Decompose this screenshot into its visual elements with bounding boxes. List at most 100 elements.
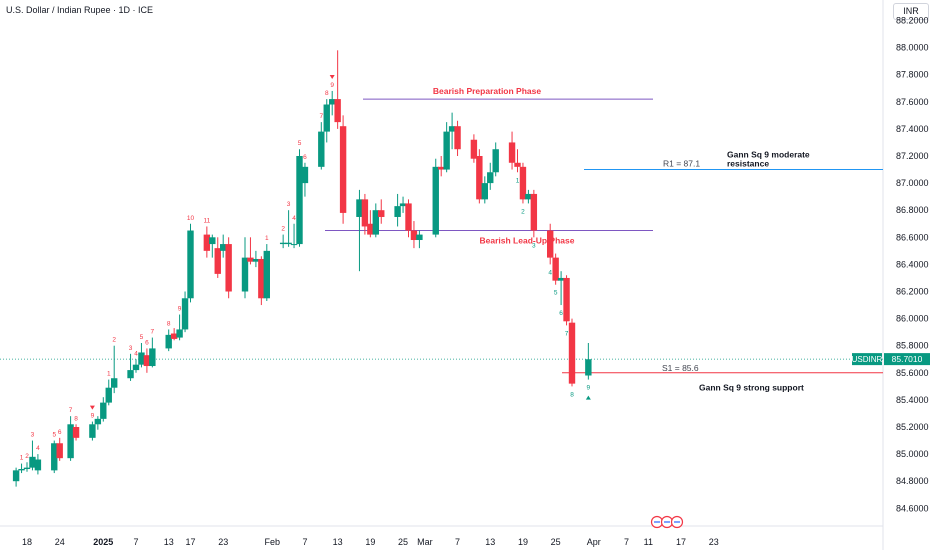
candle-body [165,334,172,349]
candle-body [334,99,341,123]
currency-button[interactable]: INR [893,3,929,20]
candle-body [176,329,183,338]
x-tick-label: 25 [551,537,561,547]
y-tick-label: 88.0000 [896,43,929,53]
candle-body [252,258,260,262]
x-tick-label: 7 [133,537,138,547]
candle-body [356,199,363,217]
candle-body [143,355,151,367]
candle-body [94,418,102,425]
candle-body [448,126,456,132]
candle-body [23,467,31,470]
candle-body [367,223,374,235]
candle-body [285,242,292,245]
y-tick-label: 86.6000 [896,232,929,242]
td-count-marker: 3 [129,345,133,352]
symbol-label: USDINR [852,355,883,364]
td-count-marker: 9 [587,385,591,392]
td-count-marker: 7 [319,113,323,120]
candle-body [568,322,576,384]
candle-body [585,359,592,376]
support-label: S1 = 85.6 [662,363,699,373]
td-count-marker: 3 [532,242,536,249]
phase-label: Bearish Lead-Up Phase [480,236,575,246]
td-count-marker: 9 [330,82,334,89]
td-count-marker: 8 [167,320,171,327]
candle-body [492,149,499,173]
resistance-label: R1 = 87.1 [663,159,700,169]
candle-body [470,139,478,159]
price-tag-value: 85.7010 [892,354,923,364]
td-count-marker: 4 [36,445,40,452]
candle-body [394,206,401,217]
td-count-marker: 4 [548,269,552,276]
candle-body [290,244,298,246]
candle-body [438,166,445,170]
x-tick-label: 17 [676,537,686,547]
candle-body [432,166,439,235]
td-count-marker: 8 [325,90,329,97]
candle-body [105,387,112,403]
td-count-marker: 10 [187,215,195,222]
candle-body [323,104,330,132]
support-note: Gann Sq 9 strong support [699,382,804,392]
td-count-marker: 6 [58,429,62,436]
td-count-marker: 7 [565,330,569,337]
td-count-marker: 5 [298,140,302,147]
candle-body [547,230,554,258]
candle-body [225,244,232,292]
y-tick-label: 85.8000 [896,341,929,351]
candle-body [557,277,565,281]
td-count-marker: 1 [265,235,269,242]
candle-body [301,166,309,184]
y-tick-label: 85.0000 [896,449,929,459]
td-count-marker: 11 [203,217,210,224]
y-tick-label: 84.6000 [896,503,929,513]
x-tick-label: Apr [587,537,601,547]
y-tick-label: 86.4000 [896,259,929,269]
td-count-marker: 8 [74,415,78,422]
candle-body [214,248,221,274]
candle-body [519,166,527,200]
candle-body [72,427,80,438]
candle-body [34,459,42,471]
y-tick-label: 87.6000 [896,97,929,107]
candle-body [476,156,483,200]
candle-body [378,210,385,217]
candle-body [410,230,418,241]
candle-body [258,258,265,299]
candle-body [203,234,211,251]
phase-label: Bearish Preparation Phase [433,86,541,96]
candle-body [481,183,488,200]
candle-body [399,203,407,207]
x-tick-label: 13 [333,537,343,547]
candle-body [247,257,254,262]
x-tick-label: 7 [302,537,307,547]
resistance-note: Gann Sq 9 moderate resistance [727,150,810,169]
td-count-marker: 9 [91,413,95,420]
td-count-marker: 6 [145,339,149,346]
td-count-marker: 3 [287,201,291,208]
buy-setup-arrow [585,395,591,400]
symbol-tag [852,353,882,366]
candle-body [339,126,347,213]
candle-body [552,257,559,281]
price-tag [884,353,930,366]
candle-body [18,469,25,471]
x-tick-label: 23 [709,537,719,547]
x-tick-label: 24 [55,537,65,547]
candle-body [51,443,58,471]
candle-body [329,99,336,105]
x-tick-label: 13 [485,537,495,547]
candle-body [279,242,287,245]
candle-body [209,237,216,245]
candle-body [372,210,379,235]
x-tick-label: 2025 [93,537,113,547]
x-tick-label: 11 [644,537,653,547]
x-tick-label: 17 [185,537,195,547]
candle-body [89,424,96,438]
td-count-marker: 7 [151,329,155,336]
sell-setup-arrow [329,74,335,79]
td-count-marker: 2 [112,337,116,344]
